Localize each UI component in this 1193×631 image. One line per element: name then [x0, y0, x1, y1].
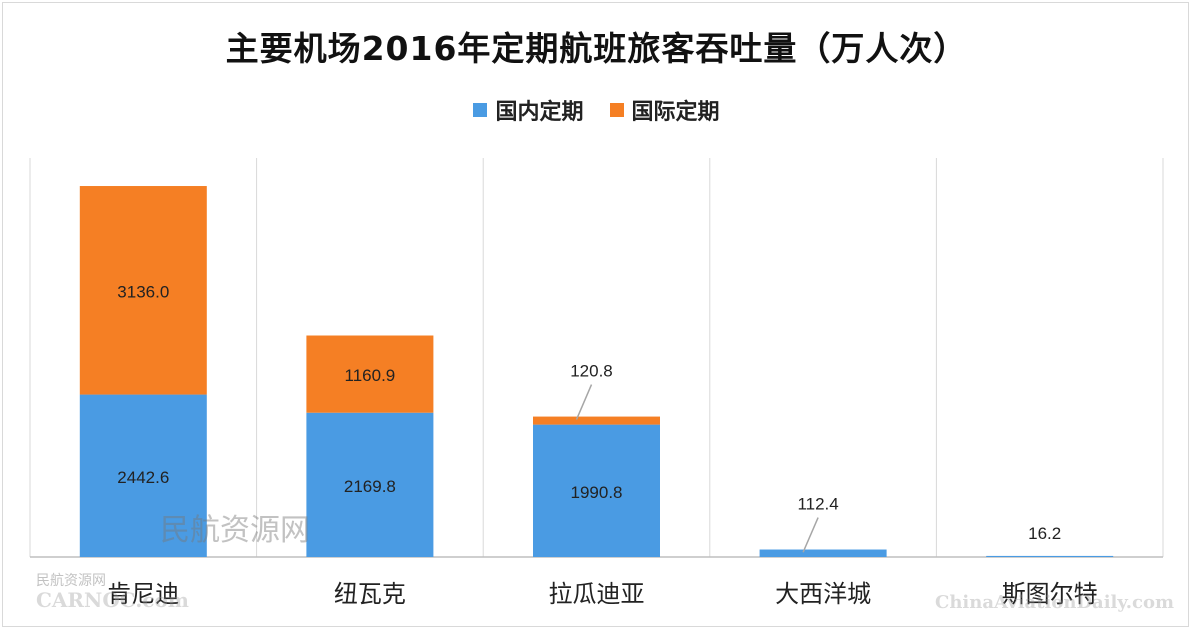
- legend-label-international: 国际定期: [631, 100, 720, 125]
- x-tick-label: 斯图尔特: [1002, 580, 1098, 608]
- x-tick-label: 拉瓜迪亚: [549, 580, 645, 608]
- legend-swatch-domestic: [473, 103, 488, 117]
- x-tick-label: 大西洋城: [775, 580, 871, 608]
- data-label: 112.4: [797, 495, 838, 514]
- watermark-chinaaviationdaily: ChinaAviationDaily.com: [935, 592, 1175, 613]
- watermark-carnoc-cn: 民航资源网: [160, 513, 310, 548]
- bar-domestic: [306, 412, 434, 557]
- leader-line: [575, 384, 593, 420]
- data-label: 1990.8: [571, 483, 623, 502]
- bar-international: [79, 186, 207, 395]
- x-tick-label: 纽瓦克: [334, 580, 406, 608]
- data-label: 3136.0: [117, 282, 169, 301]
- legend: 国内定期 国际定期: [0, 94, 1193, 126]
- data-label: 16.2: [1028, 524, 1061, 543]
- legend-item-international: 国际定期: [609, 94, 720, 126]
- watermark-carnoc-small: 民航资源网: [36, 573, 106, 589]
- data-label: 2169.8: [344, 477, 396, 496]
- leader-line: [802, 517, 819, 553]
- bar-international: [533, 416, 660, 425]
- bar-international: [306, 335, 434, 413]
- legend-swatch-international: [609, 103, 624, 117]
- chart-title: 主要机场2016年定期航班旅客吞吐量（万人次）: [225, 29, 968, 68]
- bar-domestic: [79, 394, 207, 557]
- data-label: 120.8: [570, 362, 613, 381]
- legend-item-domestic: 国内定期: [473, 94, 584, 126]
- bar-domestic: [759, 549, 887, 557]
- data-label: 2442.6: [117, 468, 169, 487]
- watermark-carnoc-en: CARNOC.com: [36, 588, 189, 612]
- data-label: 1160.9: [345, 366, 396, 385]
- bar-domestic: [986, 555, 1114, 557]
- bar-domestic: [533, 424, 660, 557]
- legend-label-domestic: 国内定期: [495, 100, 584, 125]
- x-tick-label: 肯尼迪: [107, 580, 179, 608]
